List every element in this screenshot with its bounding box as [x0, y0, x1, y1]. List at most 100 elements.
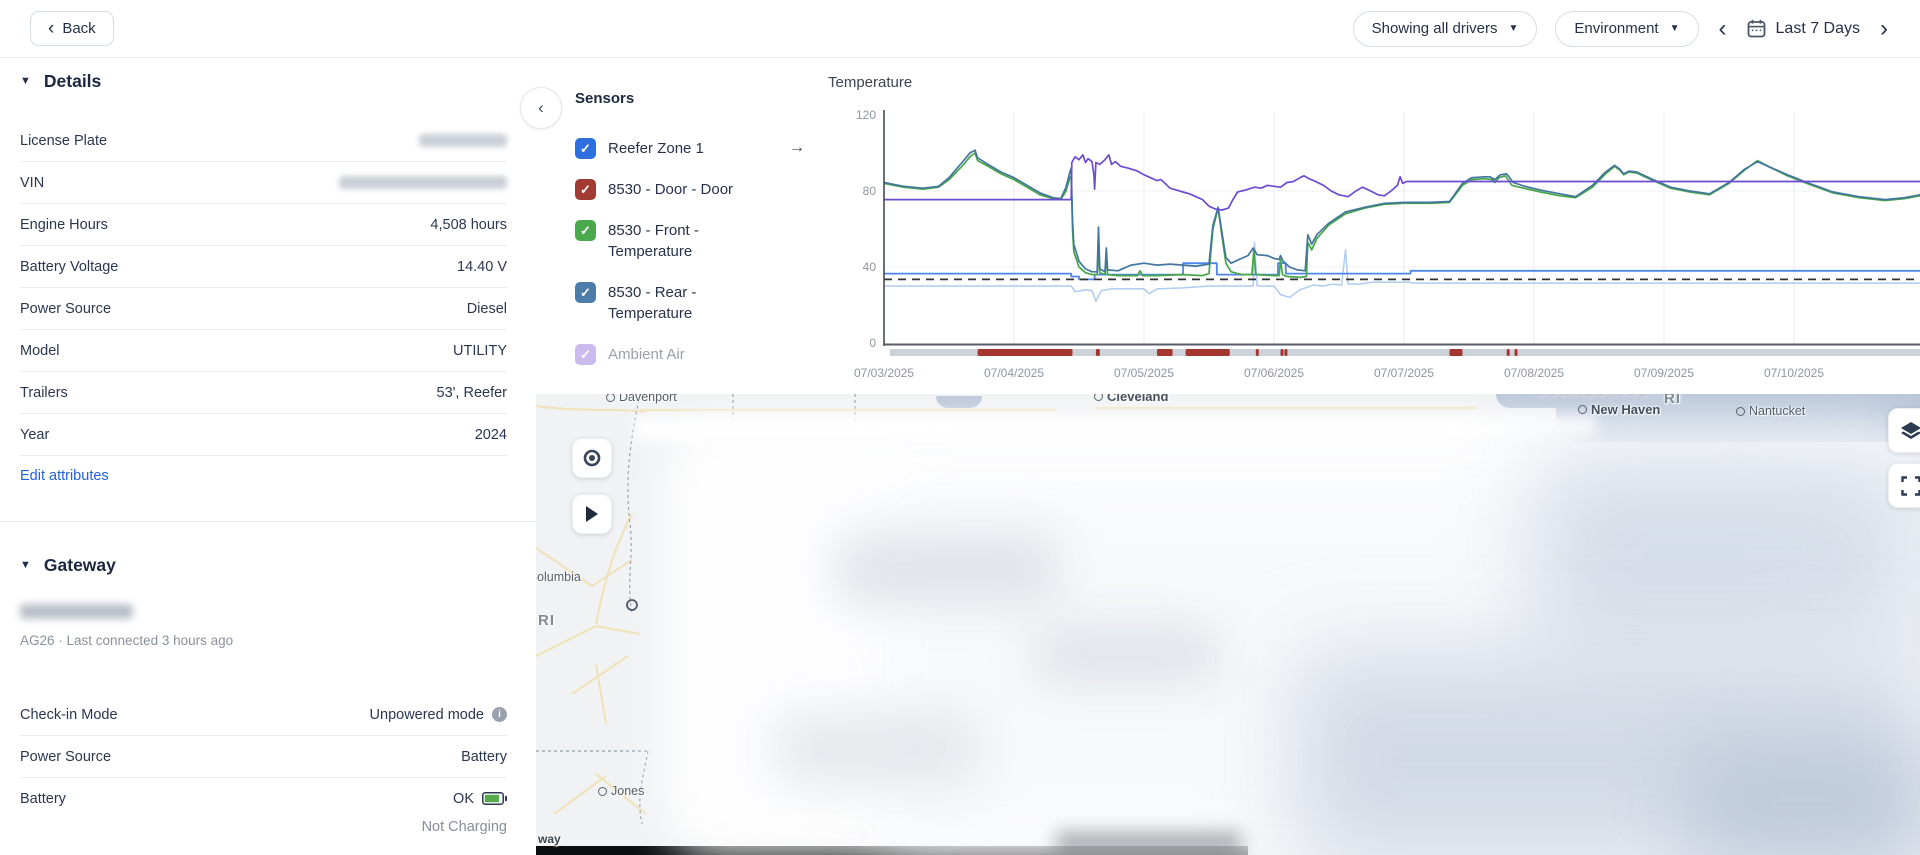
map-label-text: Columbia: [536, 570, 581, 584]
lake-erie: [1496, 394, 1576, 408]
date-range-picker[interactable]: Last 7 Days: [1747, 19, 1860, 38]
table-row: Power Source Diesel: [20, 288, 507, 330]
sensor-checkbox[interactable]: ✓: [575, 138, 596, 159]
drivers-filter-label: Showing all drivers: [1371, 20, 1498, 37]
map-label: New Haven: [1578, 402, 1660, 417]
sensor-checkbox: ✓: [575, 344, 596, 365]
blur-overlay: [776, 714, 976, 784]
row-value: 4,508 hours: [430, 216, 507, 233]
row-value: Battery: [461, 748, 507, 765]
table-row: Battery OK: [20, 778, 507, 819]
table-row: Year 2024: [20, 414, 507, 456]
row-label: Check-in Mode: [20, 706, 118, 723]
collapse-sensors-button[interactable]: ‹: [520, 87, 562, 129]
sensor-item-1: ✓ 8530 - Door - Door: [575, 179, 805, 200]
caret-down-icon: ▼: [1669, 23, 1680, 34]
row-label: Model: [20, 342, 60, 359]
row-value: 14.40 V: [457, 258, 507, 275]
blur-overlay: [1686, 744, 1920, 855]
fullscreen-button[interactable]: [1888, 463, 1920, 508]
details-panel: ▼ Details License Plate VIN Engine Hours 4,…: [0, 58, 536, 855]
collapse-triangle-icon: ▼: [20, 559, 31, 571]
map-label: way: [538, 832, 561, 846]
environment-button[interactable]: Environment ▼: [1555, 10, 1699, 47]
blur-overlay: [1536, 454, 1920, 654]
row-label: Engine Hours: [20, 216, 108, 233]
play-button[interactable]: [572, 494, 612, 534]
map-layers-button[interactable]: [1888, 408, 1920, 453]
city-marker-icon: [598, 786, 607, 796]
sensor-checkbox[interactable]: ✓: [575, 179, 596, 200]
svg-text:07/05/2025: 07/05/2025: [1114, 366, 1174, 380]
map-label: Davenport: [606, 394, 677, 404]
gateway-title: Gateway: [43, 554, 116, 575]
row-value: 2024: [474, 426, 507, 443]
sensor-item-4: ✓ Ambient Air: [575, 344, 805, 365]
map-label-text: New Haven: [1591, 402, 1661, 417]
collapse-triangle-icon: ▼: [20, 75, 31, 87]
blur-overlay: [836, 534, 1056, 604]
target-icon: [583, 449, 601, 467]
topbar: ‹ Back Showing all drivers ▼ Environment…: [0, 0, 1920, 58]
svg-text:07/03/2025: 07/03/2025: [854, 366, 914, 380]
sensor-checkbox[interactable]: ✓: [575, 220, 596, 241]
calendar-icon: [1747, 19, 1765, 38]
gateway-name-redacted: [20, 604, 133, 619]
row-value: OK: [453, 791, 507, 807]
table-row: Engine Hours 4,508 hours: [20, 204, 507, 246]
map-label: Jones: [598, 784, 644, 798]
svg-text:07/04/2025: 07/04/2025: [984, 366, 1044, 380]
map-label-text: Cleveland: [1107, 394, 1169, 404]
city-marker-icon: [1578, 405, 1587, 414]
row-label: License Plate: [20, 132, 108, 149]
map[interactable]: Davenport Cleveland CONNECTICUT New HavenRI…: [536, 394, 1920, 855]
layers-icon: [1901, 421, 1920, 439]
gateway-section-header[interactable]: ▼ Gateway: [20, 554, 507, 576]
gateway-subtitle: AG26 · Last connected 3 hours ago: [20, 633, 234, 648]
row-value: UTILITY: [453, 342, 507, 359]
info-icon[interactable]: i: [492, 707, 507, 722]
map-roads: [536, 394, 1476, 825]
map-label-text: CONNECTICUT: [1536, 394, 1664, 398]
sensor-item-2: ✓ 8530 - Front - Temperature: [575, 220, 805, 262]
map-label-text: Nantucket: [1749, 404, 1806, 418]
details-rows: License Plate VIN Engine Hours 4,508 hours B…: [20, 120, 507, 456]
table-row: Battery Voltage 14.40 V: [20, 246, 507, 288]
chevron-left-icon: ‹: [48, 18, 55, 39]
sensor-list: ✓ Reefer Zone 1 → ✓ 8530 - Door - Door ✓ 8530 …: [575, 138, 805, 365]
svg-text:07/07/2025: 07/07/2025: [1374, 366, 1434, 380]
redacted-value: [419, 134, 507, 147]
map-label-text: way: [538, 832, 561, 846]
drivers-filter-button[interactable]: Showing all drivers ▼: [1352, 10, 1538, 47]
play-icon: [586, 506, 598, 522]
row-value: 53', Reefer: [436, 384, 507, 401]
edit-attributes-link[interactable]: Edit attributes: [20, 468, 109, 484]
table-row: VIN: [20, 162, 507, 204]
recenter-button[interactable]: [572, 438, 612, 478]
date-next-button[interactable]: ›: [1880, 14, 1888, 42]
svg-text:07/10/2025: 07/10/2025: [1764, 366, 1824, 380]
row-label: Year: [20, 426, 50, 443]
lake-michigan-tip: [936, 396, 982, 408]
sensor-checkbox[interactable]: ✓: [575, 282, 596, 303]
city-marker-icon: [1736, 406, 1745, 416]
row-label: VIN: [20, 174, 45, 191]
city-marker-icon: [606, 394, 615, 402]
date-prev-button[interactable]: ‹: [1718, 14, 1727, 42]
fullscreen-icon: [1901, 475, 1920, 496]
table-row: Power Source Battery: [20, 736, 507, 778]
details-section-header[interactable]: ▼ Details: [20, 70, 507, 92]
sensor-label: 8530 - Door - Door: [608, 181, 734, 198]
table-row: License Plate: [20, 120, 507, 162]
map-label-text: RI: [1664, 394, 1681, 407]
svg-text:120: 120: [856, 108, 876, 122]
back-button[interactable]: ‹ Back: [30, 11, 114, 46]
back-label: Back: [62, 20, 96, 37]
row-label: Battery: [20, 790, 66, 807]
arrow-right-icon[interactable]: →: [789, 139, 805, 156]
table-row: Check-in Mode Unpowered mode i: [20, 694, 507, 736]
row-label: Power Source: [20, 300, 112, 317]
gateway-rows: Check-in Mode Unpowered mode i Power Source…: [20, 694, 507, 835]
temperature-chart-svg: 0 40 80 120 07/03/2025 07/04/2025 07/05/2025 07…: [854, 108, 1920, 380]
